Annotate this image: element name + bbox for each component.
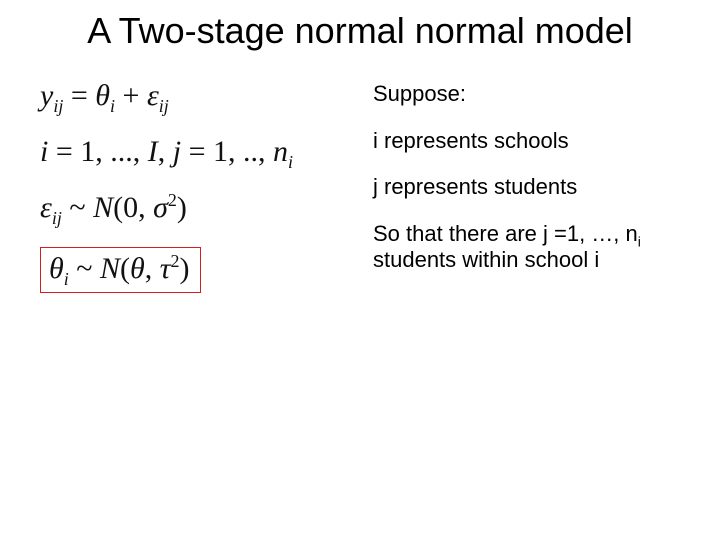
note-j-students: j represents students xyxy=(373,174,690,200)
content-area: yij = θi + εij i = 1, ..., I, j = 1, ..,… xyxy=(0,79,720,293)
highlighted-box: θi ~ N(θ, τ2) xyxy=(40,247,201,293)
equation-indices: i = 1, ..., I, j = 1, .., ni xyxy=(40,135,365,169)
slide-title: A Two-stage normal normal model xyxy=(0,0,720,51)
note-suppose: Suppose: xyxy=(373,81,690,107)
note-i-schools: i represents schools xyxy=(373,128,690,154)
equation-epsilon-dist: εij ~ N(0, σ2) xyxy=(40,191,365,225)
note-so-that: So that there are j =1, …, ni students w… xyxy=(373,221,690,274)
equation-theta-dist: θi ~ N(θ, τ2) xyxy=(49,252,190,286)
notes-column: Suppose: i represents schools j represen… xyxy=(365,79,690,293)
equation-model: yij = θi + εij xyxy=(40,79,365,113)
equations-column: yij = θi + εij i = 1, ..., I, j = 1, ..,… xyxy=(40,79,365,293)
